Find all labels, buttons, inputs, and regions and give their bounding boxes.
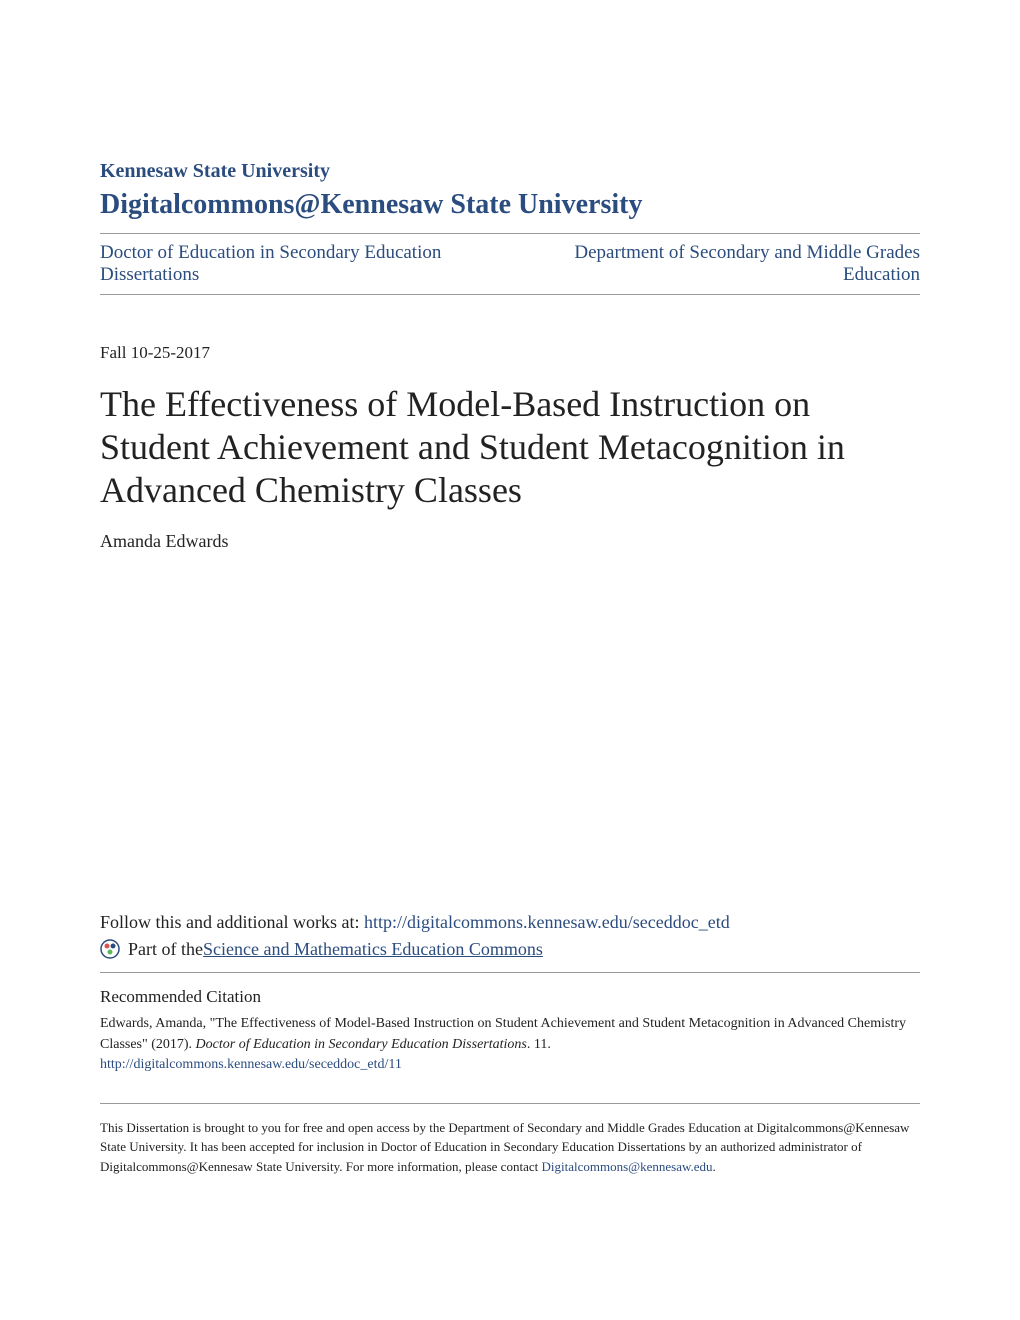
divider-mid [100,294,920,295]
commons-link[interactable]: Science and Mathematics Education Common… [203,939,543,960]
citation-part2: . 11. [527,1037,551,1052]
publication-date: Fall 10-25-2017 [100,343,920,363]
citation-text: Edwards, Amanda, "The Effectiveness of M… [100,1013,920,1055]
site-name[interactable]: Digitalcommons@Kennesaw State University [100,189,920,221]
document-title: The Effectiveness of Model-Based Instruc… [100,383,920,513]
citation-italic: Doctor of Education in Secondary Educati… [196,1037,527,1052]
footer-contact-link[interactable]: Digitalcommons@kennesaw.edu [541,1159,712,1174]
follow-url-link[interactable]: http://digitalcommons.kennesaw.edu/seced… [364,912,730,932]
citation-link[interactable]: http://digitalcommons.kennesaw.edu/seced… [100,1057,920,1073]
divider-bottom [100,1103,920,1104]
footer-text: This Dissertation is brought to you for … [100,1118,920,1177]
divider-citation [100,972,920,973]
divider-top [100,233,920,234]
header-links-row: Doctor of Education in Secondary Educati… [100,242,920,294]
footer-part1: This Dissertation is brought to you for … [100,1120,909,1174]
department-link[interactable]: Department of Secondary and Middle Grade… [526,242,920,286]
network-icon [100,939,120,959]
document-author: Amanda Edwards [100,531,920,552]
footer-part2: . [713,1159,716,1174]
collection-link[interactable]: Doctor of Education in Secondary Educati… [100,242,494,286]
follow-section: Follow this and additional works at: htt… [100,912,920,933]
institution-name: Kennesaw State University [100,160,920,183]
follow-prefix: Follow this and additional works at: [100,912,364,932]
part-of-prefix: Part of the [128,939,203,960]
part-of-row: Part of the Science and Mathematics Educ… [100,939,920,960]
citation-heading: Recommended Citation [100,987,920,1007]
